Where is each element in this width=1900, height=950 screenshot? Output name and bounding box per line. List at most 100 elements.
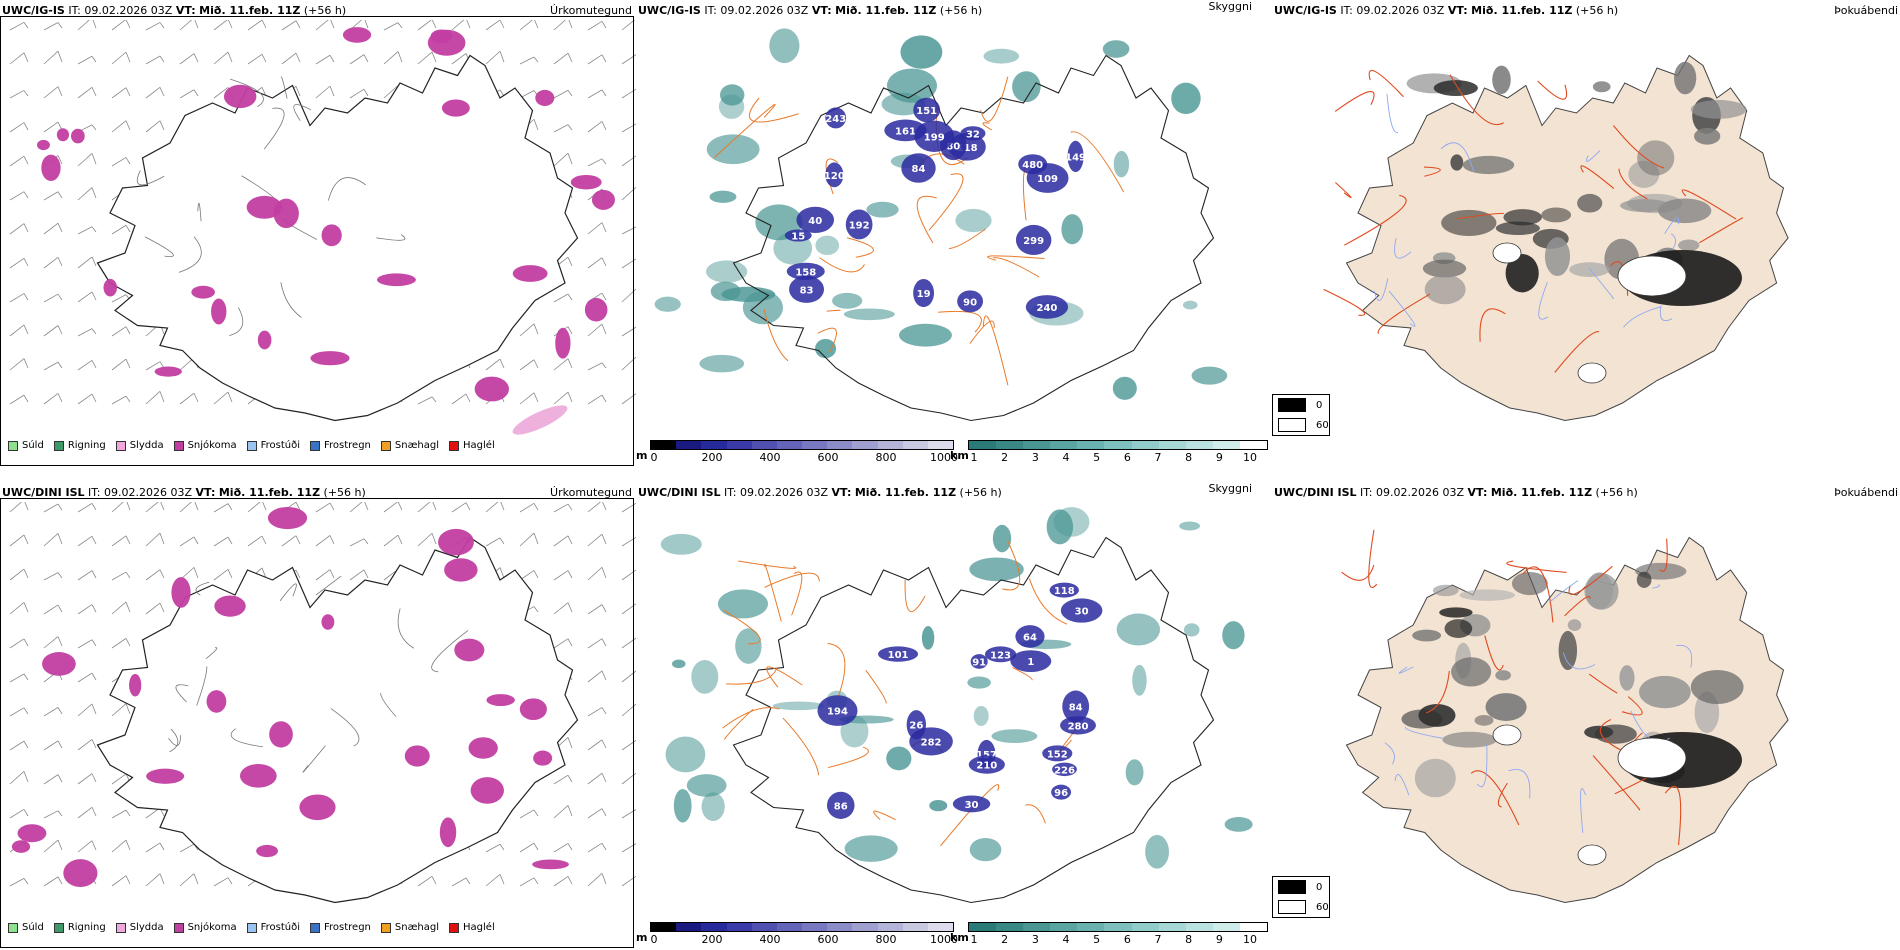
valid-time: Mið. 11.feb. 11Z bbox=[199, 4, 301, 17]
colorbar-tick: 600 bbox=[817, 451, 839, 464]
fog-legend-row: 60 bbox=[1273, 415, 1329, 435]
visibility-colorbar: km 1 2 3 4 5 6 7 8 9 10 bbox=[950, 440, 1268, 464]
colorbar-tick: 4 bbox=[1062, 451, 1070, 464]
fog-legend-label: 0 bbox=[1316, 881, 1323, 893]
legend-label: Snæhagl bbox=[394, 922, 440, 933]
panel-header: UWC/IG-IS IT: 09.02.2026 03Z VT: Mið. 11… bbox=[2, 4, 346, 17]
valid-label: VT: bbox=[831, 486, 852, 499]
coastline bbox=[732, 54, 1215, 422]
snow-depth-label: 299 bbox=[1023, 236, 1044, 247]
iceland-map bbox=[1323, 54, 1789, 422]
colorbar-tick: 0 bbox=[650, 451, 658, 464]
legend-item: Súld bbox=[8, 922, 44, 933]
fog-legend-row: 60 bbox=[1273, 897, 1329, 917]
visibility-panel: UWC/DINI ISL IT: 09.02.2026 03Z VT: Mið.… bbox=[636, 482, 1272, 950]
snow-depth-label: 90 bbox=[963, 297, 977, 308]
legend-label: Snæhagl bbox=[394, 440, 440, 451]
model-name: UWC/IG-IS bbox=[638, 4, 701, 17]
snow-depth-label: 123 bbox=[990, 650, 1011, 661]
colorbar-unit: km bbox=[950, 449, 969, 462]
model-name: UWC/IG-IS bbox=[1274, 4, 1337, 17]
snow-depth-label: 91 bbox=[972, 657, 986, 668]
legend-swatch bbox=[310, 922, 320, 933]
legend-item: Frostregn bbox=[310, 922, 371, 933]
legend-label: Frostúði bbox=[260, 440, 300, 451]
coastline bbox=[732, 536, 1215, 904]
fog-legend-row: 0 bbox=[1273, 877, 1329, 897]
panel-header: UWC/DINI ISL IT: 09.02.2026 03Z VT: Mið.… bbox=[2, 486, 366, 499]
lead-time: (+56 h) bbox=[939, 4, 983, 17]
low-visibility-areas bbox=[660, 507, 1253, 869]
legend-label: Haglél bbox=[463, 922, 495, 933]
init-label: IT: bbox=[1360, 486, 1373, 499]
snow-depth-label: 280 bbox=[1068, 721, 1089, 732]
low-visibility-areas bbox=[654, 28, 1228, 400]
colorbar-swatches bbox=[968, 922, 1268, 932]
legend-item: Frostúði bbox=[246, 440, 300, 451]
snow-areas bbox=[37, 27, 615, 435]
iceland-map: 3018611815730912822802622664842101941521… bbox=[660, 507, 1253, 904]
snow-depth-label: 83 bbox=[800, 285, 814, 296]
legend-item: Snjókoma bbox=[173, 922, 237, 933]
legend-item: Rigning bbox=[53, 440, 106, 451]
iceland-map: 84 299 109 120 19 118 158 243 149 480 90 32 40 151 192… bbox=[654, 28, 1228, 422]
legend-item: Slydda bbox=[115, 440, 164, 451]
legend-swatch bbox=[380, 440, 391, 451]
colorbar-tick: 8 bbox=[1185, 933, 1193, 946]
colorbar-tick: 800 bbox=[875, 933, 897, 946]
snow-depth-label: 243 bbox=[825, 114, 846, 125]
valid-label: VT: bbox=[1467, 486, 1488, 499]
snow-depth-label: 210 bbox=[976, 761, 997, 772]
legend-label: Frostúði bbox=[260, 922, 300, 933]
colorbar-tick: 7 bbox=[1154, 451, 1162, 464]
legend-item: Rigning bbox=[53, 922, 106, 933]
iceland-map bbox=[9, 20, 636, 435]
snow-depth-label: 64 bbox=[1023, 632, 1037, 643]
snow-depth-label: 96 bbox=[1054, 788, 1068, 799]
panel-title: Skyggni bbox=[1208, 482, 1252, 495]
valid-time: Mið. 11.feb. 11Z bbox=[854, 486, 957, 499]
colorbar-tick: 7 bbox=[1154, 933, 1162, 946]
fog-legend-swatch bbox=[1278, 880, 1306, 894]
colorbar-swatches bbox=[650, 440, 954, 450]
legend-label: Rigning bbox=[67, 922, 106, 933]
legend-label: Snjókoma bbox=[187, 922, 237, 933]
visibility-panel: UWC/IG-IS IT: 09.02.2026 03Z VT: Mið. 11… bbox=[636, 0, 1272, 468]
panel-title: Skyggni bbox=[1208, 0, 1252, 13]
fog-legend-label: 60 bbox=[1316, 901, 1329, 913]
snow-depth-label: 192 bbox=[849, 220, 870, 231]
init-label: IT: bbox=[68, 4, 81, 17]
legend-item: Haglél bbox=[449, 440, 495, 451]
colorbar-tick: 2 bbox=[1001, 933, 1009, 946]
fog-legend-swatch bbox=[1278, 418, 1306, 432]
fog-legend-label: 60 bbox=[1316, 419, 1329, 431]
init-time: 09.02.2026 03Z bbox=[740, 486, 829, 499]
panel-header: UWC/DINI ISL IT: 09.02.2026 03Z VT: Mið.… bbox=[638, 486, 1002, 499]
init-time: 09.02.2026 03Z bbox=[104, 486, 193, 499]
legend-item: Frostregn bbox=[310, 440, 371, 451]
map-frame bbox=[0, 498, 634, 948]
snow-depth-label: 282 bbox=[921, 737, 942, 748]
legend-label: Slydda bbox=[129, 922, 164, 933]
snow-depth-label: 30 bbox=[965, 800, 979, 811]
lead-time: (+56 h) bbox=[323, 486, 366, 499]
colorbar-tick: 200 bbox=[701, 933, 723, 946]
init-time: 09.02.2026 03Z bbox=[720, 4, 809, 17]
colorbar-tick: 400 bbox=[759, 933, 781, 946]
legend-swatch bbox=[310, 440, 320, 451]
panel-header: UWC/IG-IS IT: 09.02.2026 03Z VT: Mið. 11… bbox=[638, 4, 982, 17]
colorbar-ticks: 0 200 400 600 800 1000 bbox=[650, 450, 959, 464]
legend-swatch bbox=[115, 922, 126, 933]
legend-item: Snæhagl bbox=[380, 440, 440, 451]
colorbar-unit: km bbox=[950, 931, 969, 944]
legend-label: Súld bbox=[22, 440, 44, 451]
colorbar-tick: 2 bbox=[1001, 451, 1009, 464]
precip-type-legend: Súld Rigning Slydda Snjókoma Frostúði Frostre… bbox=[8, 922, 505, 933]
colorbar-unit: m bbox=[636, 931, 648, 944]
colorbar-tick: 400 bbox=[759, 451, 781, 464]
colorbar-tick: 8 bbox=[1185, 451, 1193, 464]
valid-time: Mið. 11.feb. 11Z bbox=[1490, 486, 1593, 499]
snow-depth-label: 151 bbox=[916, 106, 937, 117]
legend-item: Súld bbox=[8, 440, 44, 451]
snow-depth-colorbar: m 0 200 400 600 800 1000 bbox=[636, 922, 958, 946]
